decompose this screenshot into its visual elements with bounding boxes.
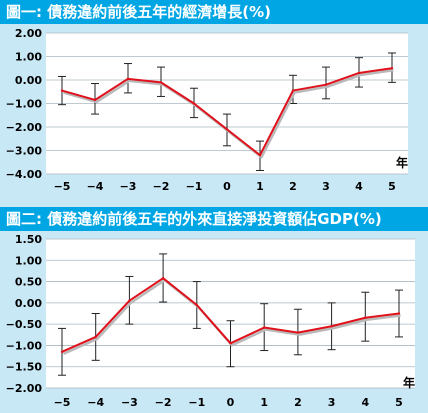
chart-1-y-tick-label: 0.00 (15, 74, 42, 87)
chart-2-plot: 1.50 1.00 0.50 0.00 −0.50 −1.00 −1.50 −2.00 −5 −4… (6, 233, 415, 409)
chart-2-y-tick-label: −2.00 (6, 382, 43, 395)
chart-1-data-point (192, 102, 196, 105)
chart-1-x-tick-label: −3 (120, 180, 137, 193)
chart-1-data-point (324, 83, 328, 86)
chart-1-data-point (60, 89, 64, 92)
chart-2-data-point (60, 350, 64, 354)
chart-2-x-tick-label: −2 (155, 396, 172, 409)
chart-2-data-point (128, 299, 131, 302)
chart-1-x-tick-label: 0 (223, 180, 231, 193)
chart-2-y-tick-label: 0.50 (15, 276, 42, 289)
chart-1-x-tick-label: 2 (289, 180, 297, 193)
chart-1-x-tick-label: −5 (54, 180, 71, 193)
chart-1-x-tick-label: −1 (186, 180, 203, 193)
chart-1-y-tick-label: 1.00 (15, 51, 42, 64)
chart-2-title: 圖二: 債務違約前後五年的外來直接淨投資額佔GDP(%) (0, 207, 428, 231)
chart-1-y-tick-label: −2.00 (6, 121, 43, 134)
chart-2-data-point (364, 316, 367, 319)
chart-1-x-axis-label: 年 (396, 155, 408, 170)
chart-2-data-point (397, 312, 401, 315)
chart-2-x-tick-label: 1 (260, 396, 268, 409)
chart-1-y-tick-label: −3.00 (6, 145, 43, 158)
chart-1-data-point (93, 98, 97, 102)
chart-2-x-tick-label: −1 (188, 396, 205, 409)
chart-2-y-tick-label: 0.00 (15, 297, 42, 310)
chart-1-y-tick-label: −4.00 (6, 168, 43, 181)
chart-2-data-point (296, 331, 300, 334)
chart-1-title: 圖一: 債務違約前後五年的經濟增長(%) (0, 0, 428, 24)
chart-1-plot: 2.00 1.00 0.00 −1.00 −2.00 −3.00 −4.00 −5 −4 −3 −2… (6, 27, 408, 193)
chart-1-y-tick-label: −1.00 (6, 98, 43, 111)
chart-1-data-point (126, 77, 130, 81)
chart-2-y-tick-label: 1.50 (15, 233, 42, 246)
chart-1-x-tick-label: 4 (355, 180, 363, 193)
chart-2-x-tick-label: −4 (87, 396, 104, 409)
chart-2-y-tick-label: −1.50 (6, 361, 43, 374)
chart-2-data-point (229, 342, 232, 345)
chart-2-x-tick-label: 2 (294, 396, 302, 409)
chart-1-y-tick-label: 2.00 (15, 27, 42, 40)
chart-2-data-point (263, 326, 266, 329)
chart-1-x-tick-label: −4 (87, 180, 104, 193)
chart-1-data-point (258, 154, 262, 157)
chart-2-data-point (330, 325, 333, 328)
chart-2-x-tick-label: 0 (227, 396, 235, 409)
chart-2-x-tick-label: −5 (54, 396, 71, 409)
chart-2-x-tick-label: 3 (328, 396, 336, 409)
chart-1-x-tick-label: 1 (256, 180, 264, 193)
chart-2-y-tick-label: −1.00 (6, 339, 43, 352)
chart-2-x-tick-label: 4 (361, 396, 369, 409)
chart-1-data-point (159, 81, 163, 84)
chart-1-data-point (291, 89, 295, 92)
chart-2-x-axis-label: 年 (403, 375, 415, 390)
chart-1-x-tick-label: 3 (322, 180, 330, 193)
chart-1-x-tick-label: −2 (153, 180, 170, 193)
chart-2-data-point (195, 303, 198, 307)
chart-2-data-point (161, 276, 165, 280)
chart-2-x-tick-label: 5 (395, 396, 403, 409)
chart-2-data-point (94, 335, 97, 339)
chart-2-y-tick-label: −0.50 (6, 318, 43, 331)
chart-2-x-tick-label: −3 (121, 396, 138, 409)
chart-1-data-point (225, 128, 229, 131)
chart-1-x-tick-label: 5 (388, 180, 396, 193)
chart-1-data-point (390, 67, 394, 70)
chart-1-data-point (357, 71, 361, 75)
chart-2-y-tick-label: 1.00 (15, 254, 42, 267)
chart-2-series-shadow (62, 278, 401, 355)
